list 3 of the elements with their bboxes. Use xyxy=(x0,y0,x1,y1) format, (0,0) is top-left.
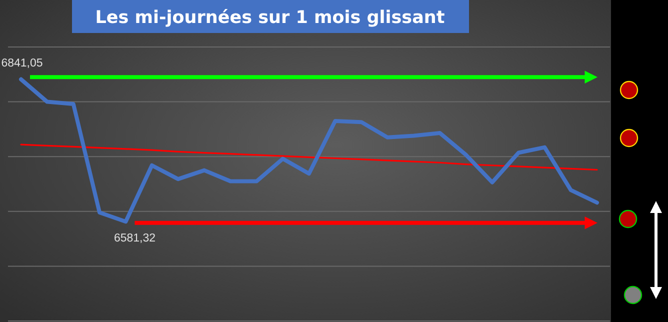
data-label: 6581,32 xyxy=(114,232,156,245)
data-label: 6841,05 xyxy=(1,57,43,70)
chart-title: Les mi-journées sur 1 mois glissant xyxy=(95,8,445,28)
